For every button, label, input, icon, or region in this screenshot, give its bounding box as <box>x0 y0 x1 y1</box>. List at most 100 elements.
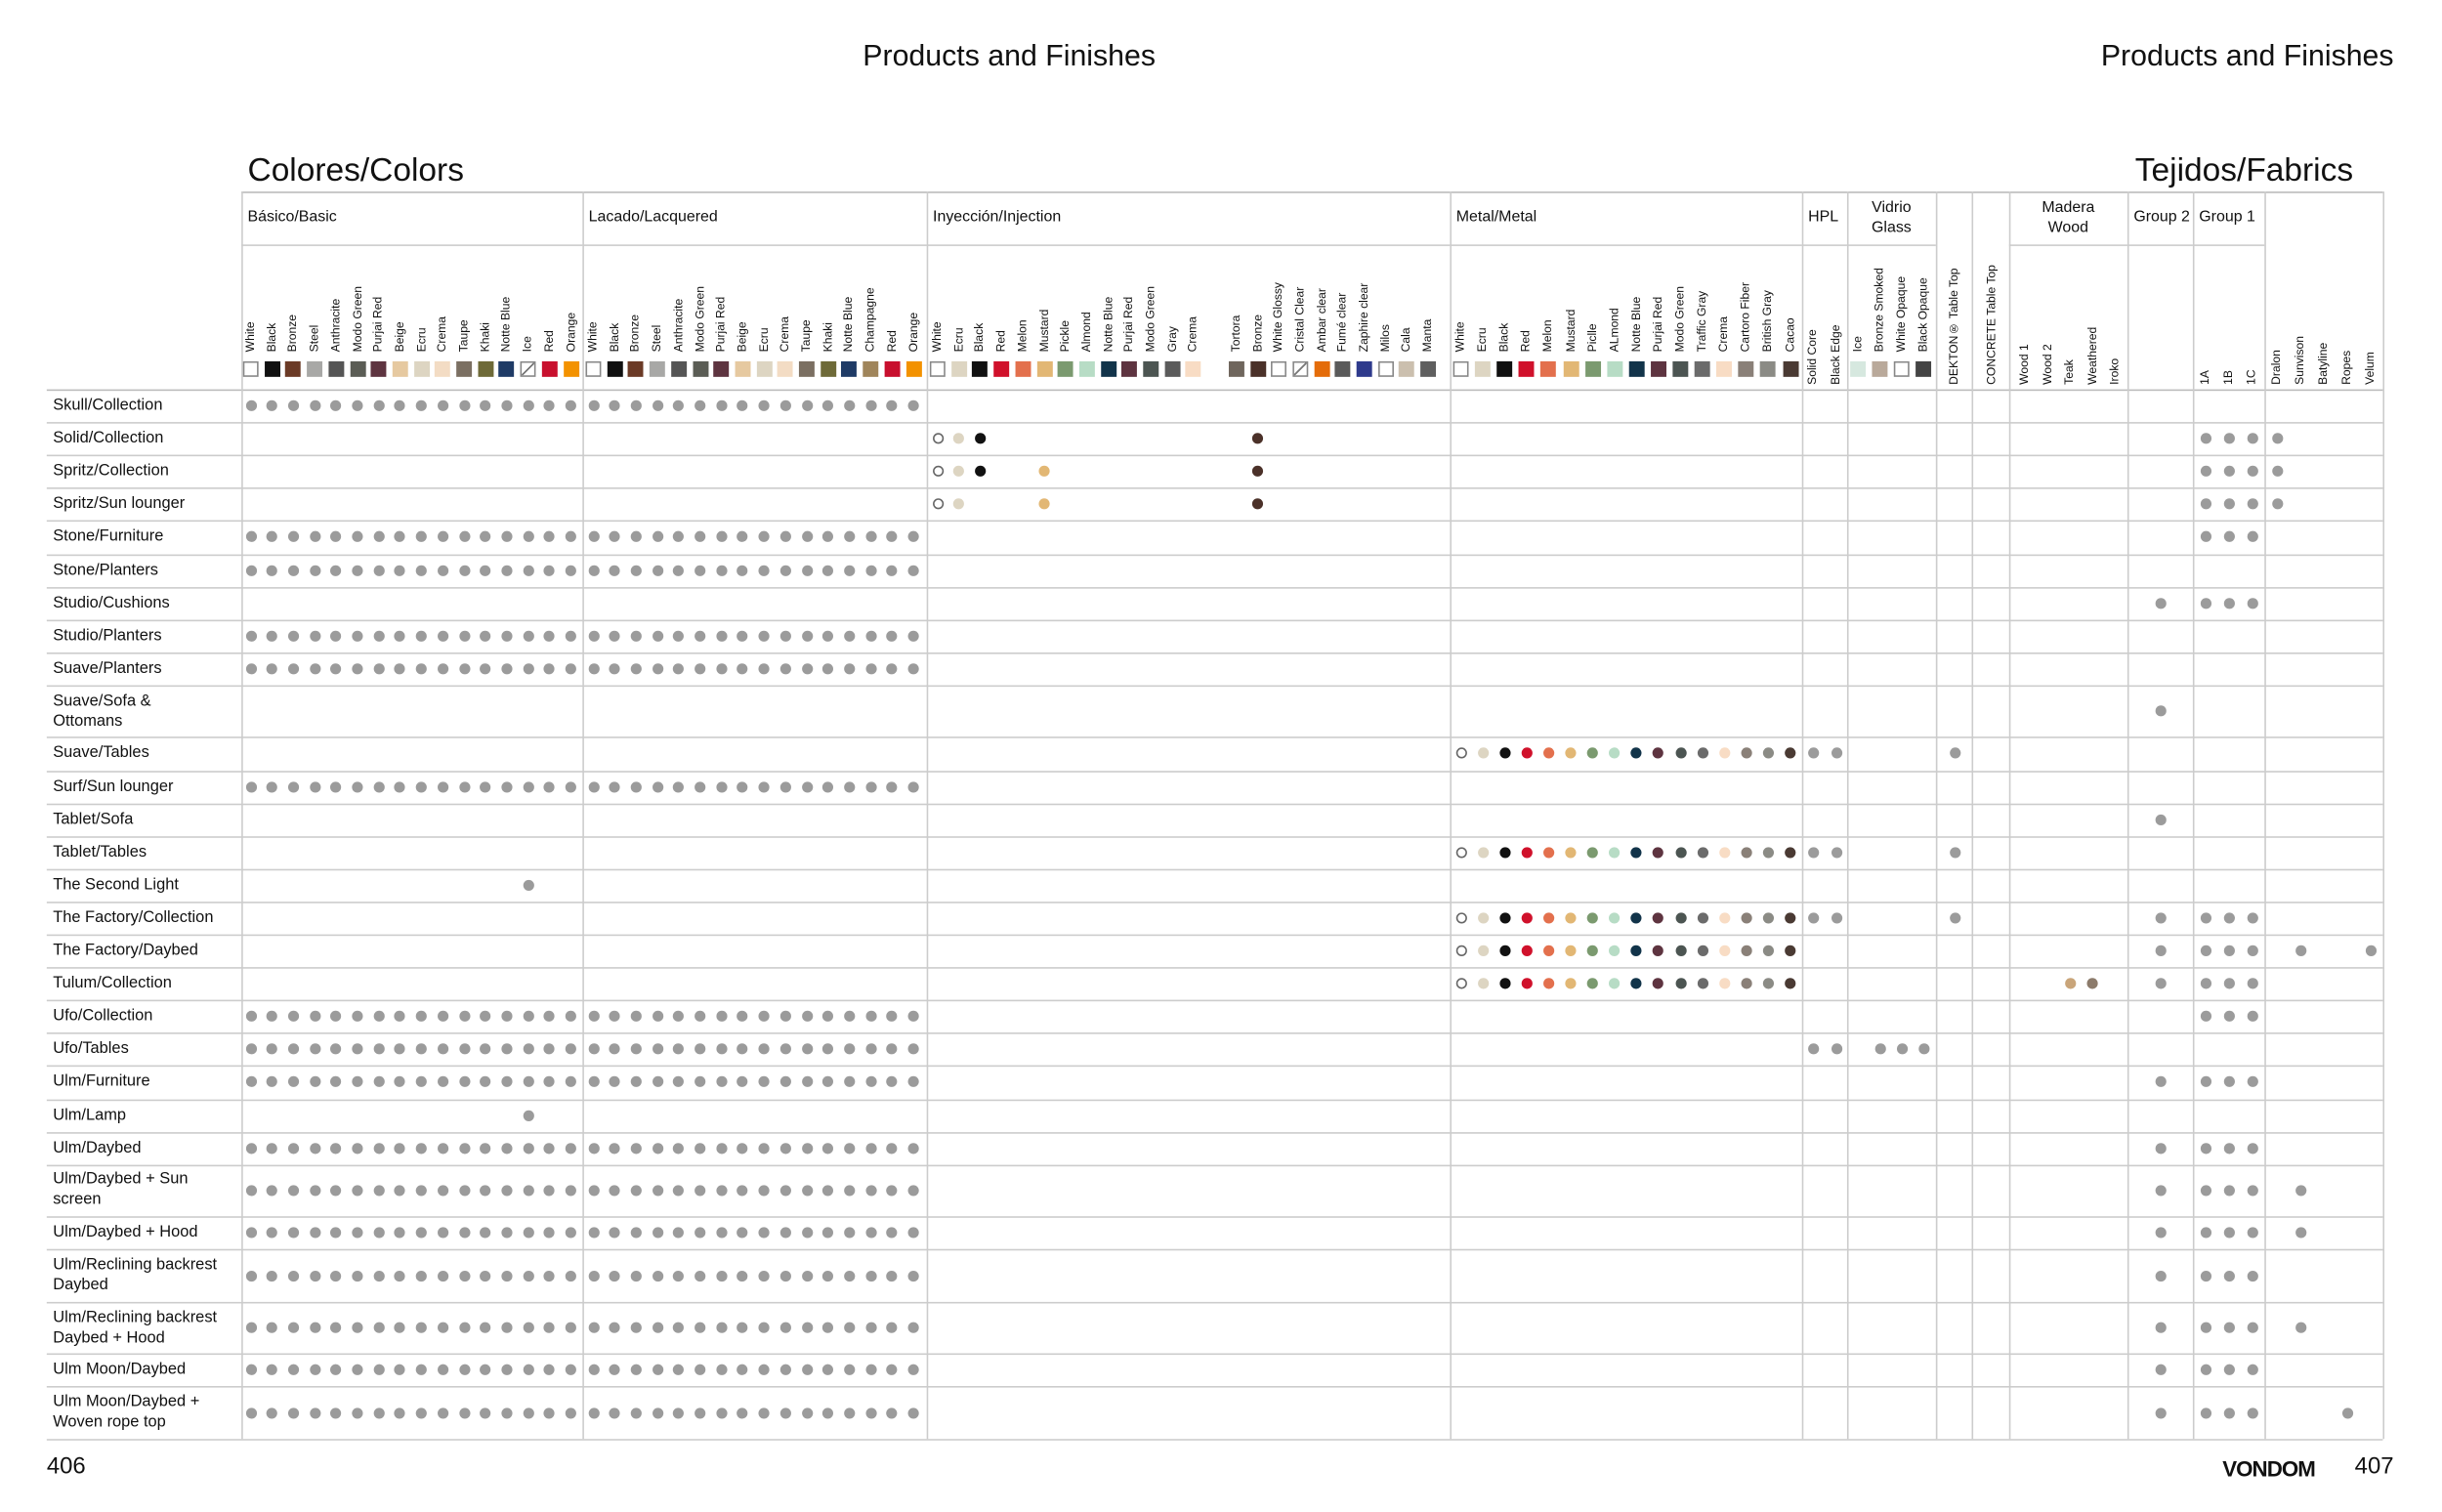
finish-dot <box>1251 498 1264 510</box>
finish-dot <box>630 399 642 411</box>
column-label: Traffic Gray <box>1694 290 1709 353</box>
group-name: Madera Wood <box>2042 199 2095 237</box>
finish-dot <box>1831 748 1842 760</box>
rule <box>46 868 2383 870</box>
finish-dot <box>864 399 876 411</box>
finish-dot <box>245 1407 257 1418</box>
finish-dot <box>1498 978 1511 989</box>
finish-dot <box>609 565 620 576</box>
swatch <box>1738 360 1754 377</box>
finish-dot <box>395 780 406 792</box>
finish-dot <box>779 780 791 792</box>
finish-dot <box>2222 1365 2235 1376</box>
finish-dot <box>2200 912 2211 924</box>
finish-dot <box>737 1227 748 1239</box>
swatch <box>1249 360 1266 377</box>
row-label: Ulm/Daybed + Hood <box>53 1224 198 1242</box>
finish-dot <box>907 630 919 642</box>
finish-dot <box>437 1322 448 1333</box>
finish-dot <box>630 1043 642 1055</box>
finish-dot <box>437 630 448 642</box>
finish-dot <box>695 780 706 792</box>
row-label: Skull/Collection <box>53 397 163 415</box>
finish-dot <box>652 1322 663 1333</box>
finish-dot <box>1807 1043 1819 1055</box>
finish-dot <box>501 1043 513 1055</box>
finish-dot <box>801 1043 813 1055</box>
finish-dot <box>1949 846 1960 859</box>
finish-dot <box>480 630 491 642</box>
rule <box>46 835 2383 838</box>
finish-dot <box>801 1227 813 1239</box>
row-label: Solid/Collection <box>53 430 164 447</box>
rule <box>2126 244 2193 246</box>
finish-dot <box>1785 912 1796 924</box>
column-label: Crema <box>1716 315 1731 353</box>
finish-dot <box>1718 748 1730 760</box>
finish-dot <box>587 1227 600 1239</box>
finish-dot <box>2295 945 2306 957</box>
finish-dot <box>673 1322 685 1333</box>
finish-dot <box>843 1407 856 1418</box>
finish-dot <box>373 780 385 792</box>
finish-dot <box>587 531 600 543</box>
column-label: 1B <box>2220 369 2235 385</box>
group-name: Group 2 <box>2133 208 2190 227</box>
column-label: Champagne <box>863 287 877 353</box>
finish-dot <box>886 565 898 576</box>
finish-dot <box>673 531 685 543</box>
swatch <box>585 360 602 377</box>
finish-dot <box>287 1076 299 1088</box>
rule <box>582 191 584 1440</box>
swatch <box>1716 360 1733 377</box>
finish-dot <box>501 1270 513 1281</box>
finish-dot <box>352 780 363 792</box>
finish-dot <box>1697 945 1708 957</box>
finish-dot <box>330 1185 342 1197</box>
row-label: Ulm/Daybed + Sun screen <box>53 1171 189 1209</box>
finish-dot <box>458 662 470 675</box>
finish-dot <box>2154 1076 2166 1088</box>
finish-dot <box>695 1322 706 1333</box>
finish-dot <box>395 1365 406 1376</box>
column-label: Sunvison <box>2292 335 2307 385</box>
finish-dot <box>652 1043 663 1055</box>
finish-dot <box>2200 1227 2211 1239</box>
row-label: The Factory/Collection <box>53 909 214 927</box>
finish-dot <box>245 1076 257 1088</box>
finish-dot <box>715 1043 728 1055</box>
finish-dot <box>673 1011 685 1023</box>
finish-dot <box>822 1076 834 1088</box>
finish-dot <box>695 1142 706 1154</box>
finish-dot <box>415 780 428 792</box>
finish-dot <box>843 1322 856 1333</box>
finish-dot <box>652 1227 663 1239</box>
finish-dot <box>2154 1322 2166 1333</box>
finish-dot <box>565 780 576 792</box>
finish-dot <box>523 662 534 675</box>
finish-dot <box>480 1407 491 1418</box>
group-name: Lacado/Lacquered <box>588 208 718 227</box>
swatch <box>1164 360 1181 377</box>
finish-dot <box>480 1322 491 1333</box>
finish-dot <box>801 1011 813 1023</box>
finish-dot <box>480 565 491 576</box>
rule <box>2264 191 2266 1440</box>
finish-dot <box>1674 846 1686 859</box>
finish-dot <box>1498 846 1511 859</box>
rule <box>46 487 2383 490</box>
finish-dot <box>1038 466 1050 478</box>
swatch <box>735 360 751 377</box>
finish-dot <box>266 630 278 642</box>
finish-dot <box>974 466 987 478</box>
finish-dot <box>352 399 363 411</box>
row-label: Ufo/Tables <box>53 1040 129 1059</box>
finish-dot <box>758 1043 770 1055</box>
row-label: Studio/Cushions <box>53 594 170 612</box>
finish-dot <box>673 565 685 576</box>
swatch <box>520 360 536 377</box>
finish-dot <box>953 466 965 478</box>
finish-dot <box>437 1076 448 1088</box>
finish-dot <box>2246 1142 2258 1154</box>
swatch <box>798 360 815 377</box>
